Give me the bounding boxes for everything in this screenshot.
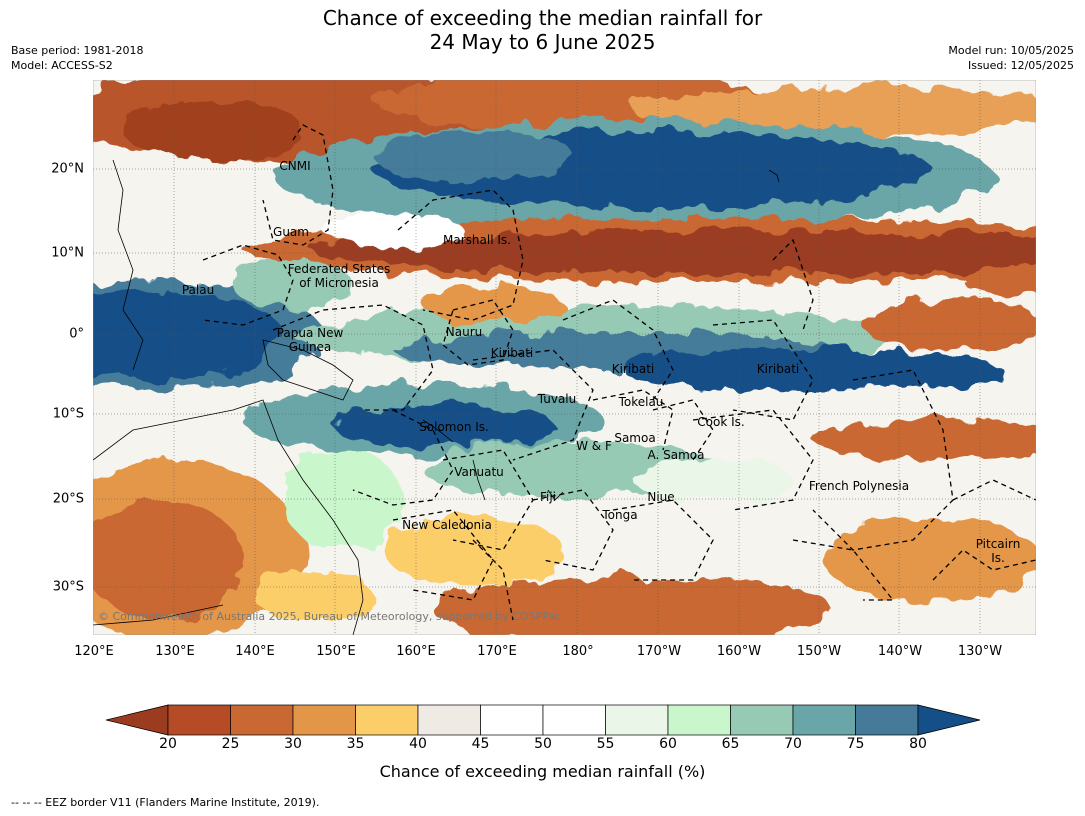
colorbar-tick: 50: [534, 736, 552, 752]
title-line-2: 24 May to 6 June 2025: [429, 30, 656, 54]
model-name: Model: ACCESS-S2: [11, 59, 113, 72]
colorbar-tick: 55: [596, 736, 615, 752]
region-label-niue: Niue: [647, 490, 675, 504]
colorbar-tick: 70: [784, 736, 802, 752]
lat-tick: 0°: [69, 326, 84, 342]
lat-tick: 20°N: [51, 161, 84, 177]
colorbar-cell: [855, 704, 919, 736]
region-label-micronesia: Federated States of Micronesia: [287, 262, 391, 290]
lon-tick: 170°E: [477, 644, 517, 659]
base-period: Base period: 1981-2018: [11, 44, 144, 57]
lon-tick: 130°E: [155, 644, 195, 659]
region-label-cnmi: CNMI: [279, 159, 311, 173]
lon-tick: 170°W: [636, 644, 682, 659]
lon-tick: 130°W: [957, 644, 1003, 659]
colorbar-cell: [792, 704, 856, 736]
colorbar-tick: 60: [659, 736, 677, 752]
lat-tick: 10°N: [51, 245, 84, 261]
colorbar-cell: [542, 704, 606, 736]
lat-tick: 10°S: [52, 406, 84, 422]
colorbar-extend-high: [917, 704, 980, 736]
colorbar-cell: [480, 704, 544, 736]
colorbar-tick: 35: [346, 736, 365, 752]
meta-right: Model run: 10/05/2025 Issued: 12/05/2025: [948, 43, 1074, 73]
colorbar-cell: [355, 704, 419, 736]
eez-borders: [202, 124, 1036, 621]
lon-tick: 160°E: [396, 644, 436, 659]
region-label-guam: Guam: [273, 225, 309, 239]
colorbar-tick: 80: [909, 736, 927, 752]
region-label-solomon: Solomon Is.: [419, 420, 489, 434]
lon-tick: 150°E: [316, 644, 356, 659]
colorbar-tick: 30: [284, 736, 302, 752]
region-label-palau: Palau: [181, 283, 215, 297]
colorbar-cell: [292, 704, 356, 736]
lon-tick: 120°E: [74, 644, 114, 659]
region-label-kiribati-central: Kiribati: [611, 362, 655, 376]
lat-tick: 20°S: [52, 491, 84, 507]
lon-tick: 150°W: [796, 644, 842, 659]
rainfall-map: [93, 80, 1036, 635]
map-title: Chance of exceeding the median rainfall …: [0, 6, 1085, 54]
colorbar-cell: [230, 704, 294, 736]
probability-fields: [93, 80, 1036, 635]
region-label-pitcairn: Pitcairn Is.: [975, 537, 1021, 565]
colorbar: [106, 704, 980, 736]
colorbar-cell: [167, 704, 231, 736]
copyright-notice: © Commonwealth of Australia 2025, Bureau…: [98, 610, 562, 623]
lon-tick: 140°W: [877, 644, 923, 659]
issued-date: Issued: 12/05/2025: [967, 59, 1074, 72]
region-label-new-caledonia: New Caledonia: [402, 518, 492, 532]
graticule: [93, 80, 1036, 635]
colorbar-cell: [667, 704, 731, 736]
colorbar-tick: 65: [721, 736, 740, 752]
colorbar-cell: [417, 704, 481, 736]
model-run: Model run: 10/05/2025: [948, 44, 1074, 57]
region-label-marshall: Marshall Is.: [443, 233, 511, 247]
meta-left: Base period: 1981-2018 Model: ACCESS-S2: [11, 43, 143, 73]
region-label-kiribati-west: Kiribati: [490, 346, 534, 360]
colorbar-tick: 20: [159, 736, 177, 752]
region-label-cook: Cook Is.: [697, 415, 745, 429]
region-label-png: Papua New Guinea: [276, 326, 344, 354]
region-label-kiribati-east: Kiribati: [756, 362, 800, 376]
lon-tick: 180°: [562, 644, 594, 659]
region-label-tokelau: Tokelau: [618, 395, 664, 409]
title-line-1: Chance of exceeding the median rainfall …: [322, 6, 763, 30]
colorbar-cell: [605, 704, 669, 736]
colorbar-cell: [730, 704, 794, 736]
region-label-samoa: Samoa: [614, 431, 656, 445]
coastlines: [93, 159, 780, 635]
colorbar-tick: 45: [471, 736, 490, 752]
colorbar-label: Chance of exceeding median rainfall (%): [379, 762, 706, 781]
region-label-tuvalu: Tuvalu: [537, 392, 577, 406]
colorbar-tick: 40: [409, 736, 427, 752]
region-label-nauru: Nauru: [445, 325, 483, 339]
colorbar-extend-low: [106, 704, 169, 736]
eez-footnote: -- -- -- EEZ border V11 (Flanders Marine…: [11, 796, 320, 809]
region-label-wallis-futuna: W & F: [576, 439, 612, 453]
colorbar-tick: 75: [846, 736, 865, 752]
region-label-french-polynesia: French Polynesia: [808, 479, 910, 493]
lat-tick: 30°S: [52, 579, 84, 595]
lon-tick: 160°W: [716, 644, 762, 659]
region-label-american-samoa: A. Samoa: [647, 448, 705, 462]
colorbar-tick: 25: [221, 736, 240, 752]
region-label-fiji: Fiji: [539, 490, 557, 504]
lon-tick: 140°E: [235, 644, 275, 659]
region-label-vanuatu: Vanuatu: [454, 465, 504, 479]
region-label-tonga: Tonga: [602, 508, 638, 522]
